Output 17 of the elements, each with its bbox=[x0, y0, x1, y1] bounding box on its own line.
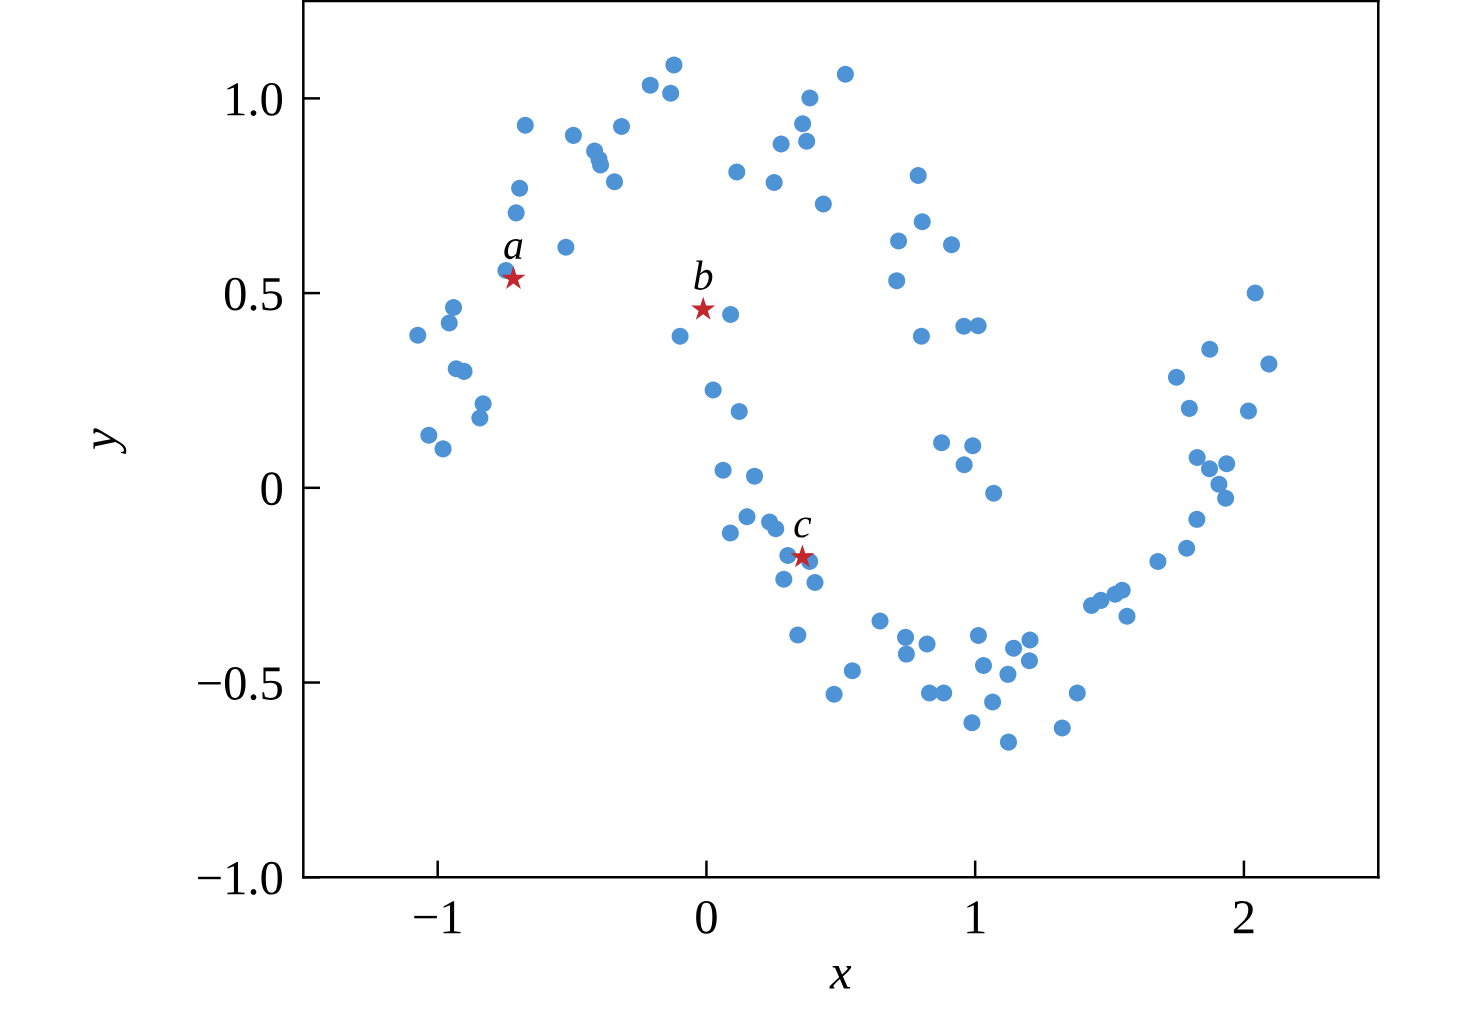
x-tick-label: 2 bbox=[1233, 901, 1254, 934]
y-tick-label: 0.5 bbox=[224, 277, 282, 311]
x-axis-title: x bbox=[829, 966, 852, 989]
point bbox=[691, 296, 716, 320]
y-tick-label: −0.5 bbox=[198, 667, 282, 701]
annotation: c bbox=[794, 517, 812, 538]
y-tick-label: 0 bbox=[261, 472, 283, 506]
point bbox=[790, 544, 815, 568]
x-tick-label: −1 bbox=[414, 901, 461, 934]
y-tick-label: 1.0 bbox=[227, 82, 283, 116]
x-tick-label: 1 bbox=[967, 901, 985, 934]
y-tick-label: −1.0 bbox=[198, 861, 283, 895]
y-axis-title: y bbox=[93, 428, 127, 454]
annotation: b bbox=[694, 260, 713, 290]
annotation: a bbox=[504, 239, 523, 260]
x-tick-label: 0 bbox=[696, 900, 717, 934]
point bbox=[501, 266, 526, 289]
